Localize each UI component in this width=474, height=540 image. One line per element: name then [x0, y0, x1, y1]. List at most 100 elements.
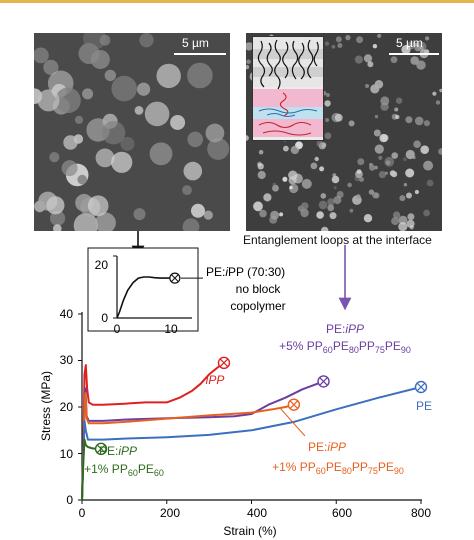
- inset-annotation-line3: copolymer: [230, 299, 285, 313]
- main-chart: 0 200 400 600 800 0 10 20 30 40 Strain (…: [39, 307, 431, 538]
- micrograph-feature: [374, 114, 379, 119]
- pe-label: PE: [416, 399, 432, 413]
- micrograph-feature: [369, 164, 376, 171]
- top-rule: [0, 0, 474, 3]
- micrograph-feature: [325, 93, 330, 97]
- micrograph-feature: [95, 148, 115, 168]
- micrograph-feature: [377, 33, 382, 38]
- micrograph-feature: [46, 196, 65, 215]
- micrograph-feature: [183, 161, 203, 181]
- micrograph-feature: [207, 137, 230, 160]
- micrograph-feature: [170, 115, 186, 130]
- micrograph-feature: [300, 208, 309, 218]
- series-line-ipp: [81, 361, 225, 501]
- micrograph-feature: [347, 182, 352, 188]
- micrograph-feature: [412, 155, 416, 160]
- micrograph-feature: [101, 121, 126, 145]
- micrograph-feature: [405, 149, 415, 160]
- micrograph-feature: [439, 88, 442, 93]
- micrograph-feature: [283, 145, 289, 152]
- micrograph-feature: [354, 55, 363, 64]
- diblock-label-line2: +1% PP60PE60: [84, 462, 164, 478]
- micrograph-feature: [407, 213, 415, 221]
- micrograph-feature: [329, 212, 337, 220]
- micrograph-feature: [269, 215, 278, 224]
- micrograph-feature: [381, 134, 389, 142]
- y-tick-label: 20: [60, 400, 74, 414]
- inset-annotation-line1: PE:iPP (70:30): [206, 265, 285, 279]
- micrograph-feature: [403, 157, 407, 162]
- micrograph-feature: [389, 170, 396, 177]
- micrograph-feature: [133, 208, 146, 221]
- micrograph-feature: [390, 56, 398, 64]
- micrograph-feature: [37, 89, 60, 112]
- micrograph-feature: [82, 88, 94, 100]
- inset-break-marker: [169, 272, 181, 284]
- micrograph-feature: [74, 115, 84, 124]
- micrograph-feature: [90, 50, 110, 69]
- micrograph-feature: [410, 56, 419, 65]
- interface-diagram: [252, 36, 324, 141]
- micrograph-feature: [95, 212, 116, 231]
- micrograph-feature: [320, 193, 327, 199]
- micrograph-feature: [324, 100, 331, 107]
- micrograph-feature: [335, 36, 342, 43]
- break-marker-block1: [287, 398, 301, 411]
- micrograph-feature: [325, 118, 330, 122]
- micrograph-feature: [438, 148, 442, 155]
- micrograph-feature: [187, 62, 213, 89]
- micrograph-feature: [425, 36, 430, 41]
- micrograph-feature: [391, 152, 398, 159]
- micrograph-feature: [314, 156, 319, 162]
- inset-y-tick-label: 20: [95, 258, 109, 272]
- micrograph-feature: [333, 186, 337, 190]
- micrograph-feature: [272, 184, 279, 192]
- micrograph-feature: [384, 156, 395, 167]
- series-line-pe: [81, 386, 422, 501]
- scale-label-left: 5 µm: [182, 36, 209, 50]
- micrograph-feature: [356, 36, 364, 44]
- micrograph-feature: [423, 120, 430, 127]
- inset-x-tick-label: 0: [114, 322, 121, 336]
- break-marker-ipp: [217, 356, 231, 370]
- x-axis-label: Strain (%): [223, 524, 276, 538]
- x-tick-label: 200: [160, 506, 180, 520]
- y-tick-label: 30: [60, 353, 74, 367]
- micrograph-feature: [423, 209, 430, 217]
- micrograph-feature: [139, 33, 154, 48]
- micrograph-feature: [34, 47, 49, 64]
- micrograph-feature: [413, 140, 421, 148]
- micrograph-feature: [333, 196, 342, 205]
- micrograph-feature: [416, 60, 426, 70]
- micrograph-feature: [77, 174, 87, 185]
- micrograph-feature: [355, 194, 361, 200]
- micrograph-feature: [426, 179, 434, 187]
- micrograph-left: 5 µm: [34, 33, 230, 231]
- micrograph-feature: [348, 120, 355, 127]
- micrograph-feature: [380, 96, 390, 106]
- micrograph-feature: [246, 135, 249, 141]
- micrograph-feature: [395, 97, 403, 104]
- micrograph-feature: [259, 209, 267, 218]
- micrograph-feature: [391, 217, 400, 226]
- micrograph-feature: [99, 34, 111, 46]
- micrograph-feature: [403, 183, 408, 187]
- block1-label-line1: PE:iPP: [308, 440, 346, 454]
- micrograph-feature: [111, 151, 133, 173]
- micrograph-feature: [288, 176, 297, 185]
- interface-diagram-drawing: [253, 37, 323, 137]
- micrograph-feature: [246, 64, 250, 70]
- micrograph-feature: [205, 123, 225, 143]
- micrograph-feature: [246, 42, 254, 51]
- micrograph-feature: [290, 145, 300, 155]
- x-tick-label: 600: [332, 506, 352, 520]
- micrograph-feature: [156, 63, 181, 89]
- y-axis-label: Stress (MPa): [39, 371, 53, 441]
- block5-label-line2: +5% PP60PE80PP75PE90: [279, 339, 411, 355]
- micrograph-feature: [406, 192, 412, 199]
- micrograph-feature: [372, 44, 378, 49]
- micrograph-feature: [394, 107, 399, 112]
- micrograph-feature: [272, 182, 277, 187]
- scale-bar-right: [389, 53, 439, 55]
